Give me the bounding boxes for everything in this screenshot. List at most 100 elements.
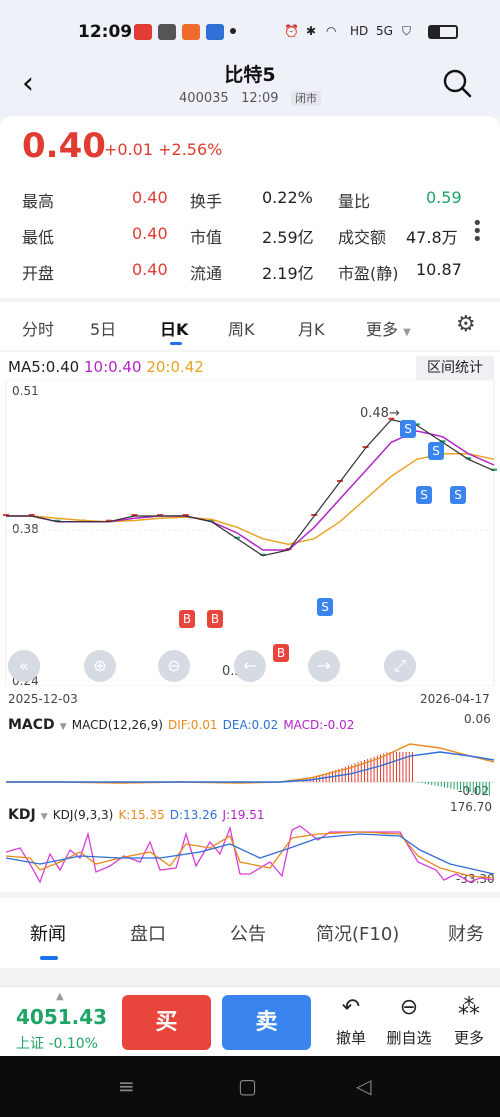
tab-daily-k[interactable]: 日K [160,320,189,339]
macd-bar [472,782,474,793]
float-cap-value: 2.19亿 [262,264,314,283]
kdj-svg [5,825,495,884]
shield-icon: ⛉ [402,24,412,38]
cancel-order-button[interactable]: 撤单 [335,1029,366,1047]
tab-underline [170,342,182,345]
remove-watchlist-icon[interactable]: ⊖ [399,995,419,1020]
kdj-name[interactable]: KDJ [8,807,36,823]
low-label: 最低 [22,228,55,247]
pe-value: 10.87 [416,260,462,279]
search-icon[interactable] [442,68,472,98]
macd-bar [460,782,461,791]
candle [259,553,266,556]
next-arrow-icon[interactable]: → [308,650,340,682]
undo-icon[interactable]: ↶ [341,995,361,1020]
start-date: 2025-12-03 [8,692,78,706]
zoom-in-icon[interactable]: ⊕ [84,650,116,682]
back-arrow-icon[interactable]: ‹ [22,66,34,101]
home-icon[interactable]: ▢ [238,1074,257,1098]
macd-name[interactable]: MACD [8,717,55,733]
tab-intraday[interactable]: 分时 [22,320,55,339]
sell-mark[interactable]: S [400,420,416,438]
macd-bar [485,782,487,796]
macd-params: MACD(12,26,9) [71,718,163,732]
tab-financials[interactable]: 财务 [448,924,484,945]
macd-bar [488,782,490,796]
index-name: 上证 [16,1036,44,1052]
d-line [5,833,495,875]
macd-bar [450,782,452,789]
macd-bar [482,782,484,795]
range-stat-button[interactable]: 区间统计 [416,356,494,380]
candle [105,519,112,522]
chevron-down-icon: ▼ [40,812,48,822]
scroll-left-icon[interactable]: « [8,650,40,682]
zoom-out-icon[interactable]: ⊖ [158,650,190,682]
sell-mark[interactable]: S [428,442,444,460]
tab-weekly-k[interactable]: 周K [228,320,255,339]
index-up-arrow-icon: ▲ [56,991,64,1002]
macd-svg [6,743,495,796]
market-cap-value: 2.59亿 [262,228,314,247]
fullscreen-icon[interactable]: ⤢ [384,650,416,682]
bottom-action-bar: ▲ 4051.43 上证 -0.10% 买 卖 ↶ 撤单 ⊖ 删自选 ⁂ 更多 [0,986,500,1056]
settings-gear-icon[interactable]: ⚙ [456,312,476,337]
tab-monthly-k[interactable]: 月K [298,320,325,339]
news-tab-underline [40,956,58,960]
more-grid-icon[interactable]: ⁂ [458,995,480,1020]
macd-bar [376,755,378,782]
hd-icon: HD [350,24,369,38]
chevron-down-icon: ▼ [403,327,411,338]
index-value[interactable]: 4051.43 [16,1005,108,1029]
back-icon[interactable]: ◁ [356,1074,372,1098]
change-value: +0.01 [104,140,154,159]
macd-bar [399,752,401,782]
macd-bar [440,782,442,787]
kdj-params: KDJ(9,3,3) [52,808,114,822]
low-value: 0.40 [132,224,168,243]
macd-bars [303,752,490,796]
market-status-badge: 闭市 [290,91,321,106]
stock-code: 400035 [179,91,229,106]
buy-button[interactable]: 买 [122,995,211,1050]
battery-icon [428,25,458,39]
remove-watchlist-button[interactable]: 删自选 [386,1029,432,1047]
page-title: 比特5 [224,64,276,86]
quote-panel: 0.40 +0.01 +2.56% 最高 0.40 换手 0.22% 量比 0.… [0,116,500,298]
sell-mark[interactable]: S [416,486,432,504]
price-change: +0.01 +2.56% [104,140,222,159]
candle [491,468,497,471]
macd-bar [479,782,481,794]
buy-mark[interactable]: B [179,610,195,628]
prev-arrow-icon[interactable]: ← [234,650,266,682]
buy-mark[interactable]: B [207,610,223,628]
kline-chart-area[interactable]: MA5:0.40 10:0.40 20:0.42 区间统计 0.51 0.38 … [0,352,500,892]
candle [388,417,395,420]
macd-bar [386,752,388,782]
tab-announcements[interactable]: 公告 [230,924,266,945]
macd-bar [469,782,471,793]
tab-5day[interactable]: 5日 [90,320,117,339]
buy-mark[interactable]: B [273,644,289,662]
sell-mark[interactable]: S [450,486,466,504]
macd-bar [431,782,433,785]
bluetooth-icon: ✱ [306,24,317,38]
macd-bar [380,754,381,782]
end-date: 2026-04-17 [420,692,490,706]
more-button[interactable]: 更多 [453,1029,484,1047]
status-time: 12:09 [78,22,133,42]
tab-more[interactable]: 更多 ▼ [366,316,411,340]
sell-mark[interactable]: S [317,598,333,616]
kline-svg [3,380,497,686]
more-vertical-icon[interactable]: • • • [472,213,483,250]
sell-button[interactable]: 卖 [222,995,311,1050]
y-axis-mid: 0.38 [12,522,39,536]
tab-f10[interactable]: 简况(F10) [316,924,400,945]
macd-bar [364,760,365,782]
macd-bar [424,782,426,784]
ma-legend: MA5:0.40 10:0.40 20:0.42 [8,358,204,376]
macd-bar [383,753,385,782]
menu-icon[interactable]: ≡ [118,1074,135,1098]
tab-news[interactable]: 新闻 [30,924,66,945]
tab-orderbook[interactable]: 盘口 [130,924,166,945]
